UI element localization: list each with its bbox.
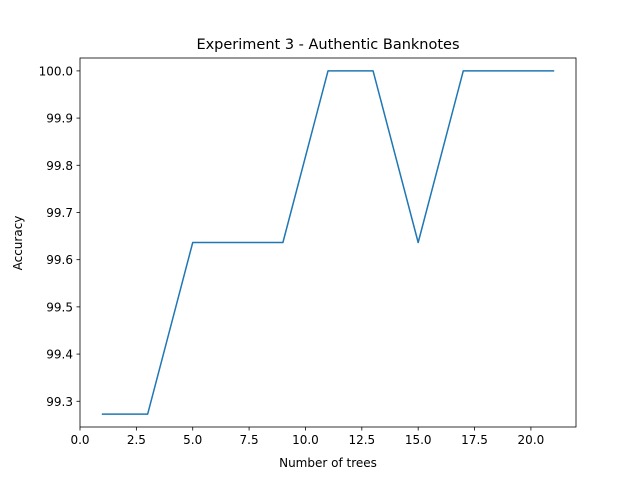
y-tick-label: 99.4 [46,348,73,362]
y-tick-label: 99.9 [46,112,73,126]
y-tick-label: 99.5 [46,300,73,314]
x-tick-label: 5.0 [183,433,202,447]
y-tick-label: 99.7 [46,206,73,220]
x-tick-label: 12.5 [348,433,375,447]
axes-frame [79,57,577,428]
plot-area: 0.0 2.5 5.0 7.5 10.0 12.5 15.0 17.5 20.0 99.3 99.4… [39,57,577,447]
chart-title: Experiment 3 - Authentic Banknotes [196,37,459,53]
x-tick-label: 2.5 [127,433,146,447]
y-tick-label: 99.6 [46,253,73,267]
x-tick-label: 17.5 [461,433,488,447]
y-tick-label: 99.3 [46,395,73,409]
x-tick-label: 7.5 [240,433,259,447]
x-tick-label: 20.0 [518,433,545,447]
x-tick-label: 15.0 [405,433,432,447]
y-axis-label: Accuracy [11,216,25,271]
x-tick-label: 10.0 [292,433,319,447]
y-tick-label: 99.8 [46,159,73,173]
x-axis-label: Number of trees [279,456,377,470]
x-tick-label: 0.0 [70,433,89,447]
series-line-1 [101,70,555,415]
y-tick-label: 100.0 [39,64,73,78]
